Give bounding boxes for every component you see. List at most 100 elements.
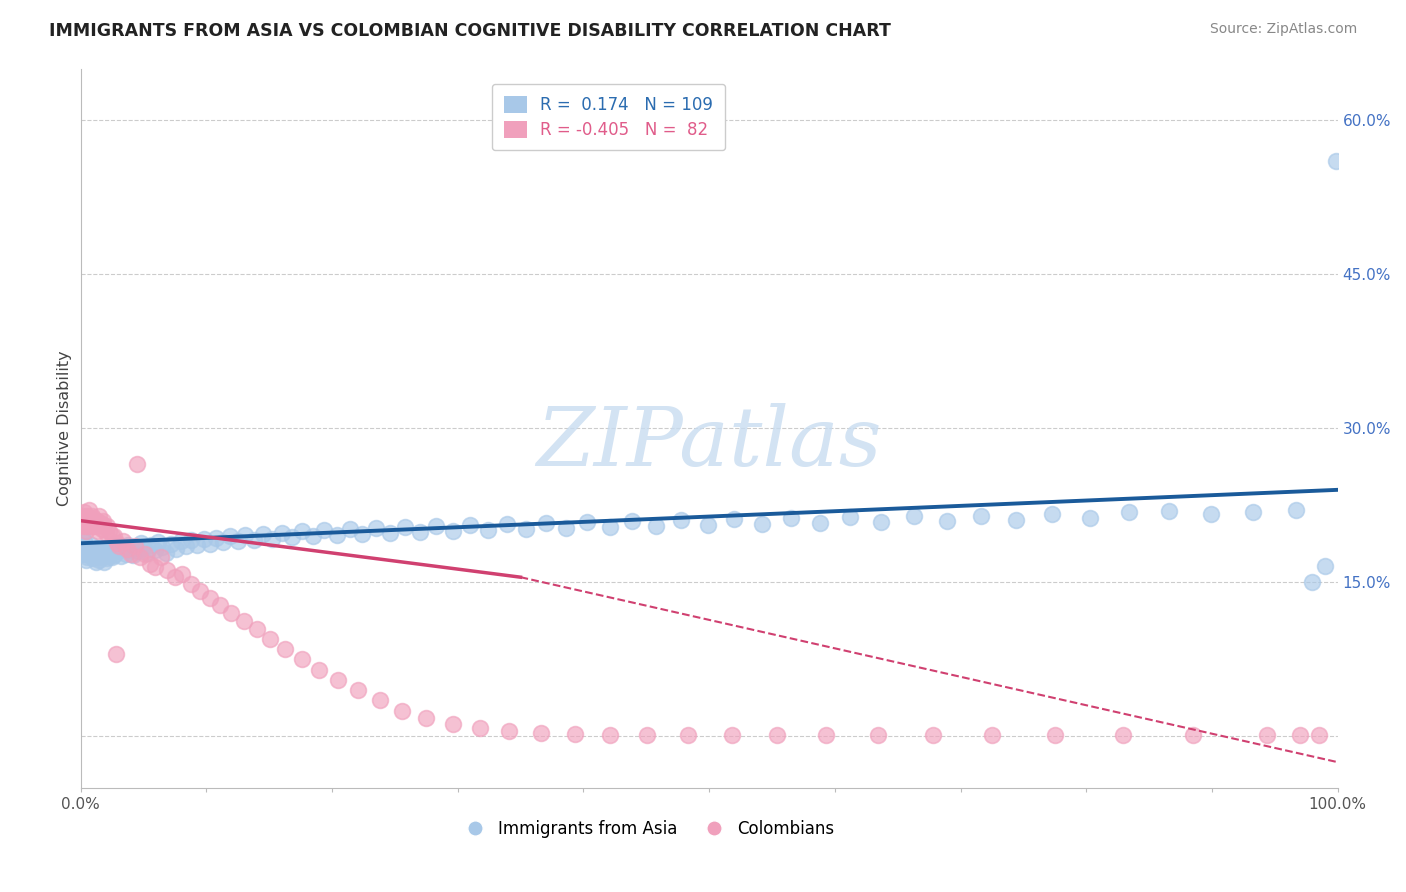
Point <box>150 541 173 555</box>
Point <box>530 726 553 740</box>
Point <box>163 570 186 584</box>
Point <box>723 511 745 525</box>
Point <box>1308 728 1330 742</box>
Point <box>935 514 957 528</box>
Point <box>1159 504 1181 518</box>
Point <box>70 514 93 528</box>
Point <box>75 518 97 533</box>
Point <box>82 550 104 565</box>
Point <box>87 549 110 563</box>
Point <box>127 544 149 558</box>
Point <box>415 711 437 725</box>
Point <box>103 541 125 556</box>
Point <box>98 549 121 563</box>
Point <box>89 508 111 523</box>
Point <box>79 510 101 524</box>
Point <box>696 517 718 532</box>
Point <box>921 728 943 742</box>
Point <box>779 510 801 524</box>
Point <box>148 535 170 549</box>
Point <box>91 514 114 528</box>
Point <box>155 545 177 559</box>
Point <box>1118 505 1140 519</box>
Point <box>1182 728 1205 742</box>
Point <box>115 542 138 557</box>
Point <box>328 673 350 687</box>
Point <box>326 528 349 542</box>
Point <box>101 549 124 564</box>
Point <box>1301 575 1323 590</box>
Point <box>122 548 145 562</box>
Point <box>209 598 232 612</box>
Point <box>498 724 520 739</box>
Point <box>441 524 464 538</box>
Point <box>554 521 576 535</box>
Point <box>676 728 699 742</box>
Point <box>129 536 152 550</box>
Point <box>80 508 103 523</box>
Point <box>441 717 464 731</box>
Point <box>90 522 112 536</box>
Point <box>866 728 889 742</box>
Point <box>458 517 481 532</box>
Point <box>969 508 991 523</box>
Point <box>291 652 314 666</box>
Point <box>80 545 103 559</box>
Text: Source: ZipAtlas.com: Source: ZipAtlas.com <box>1209 22 1357 37</box>
Point <box>79 516 101 530</box>
Point <box>259 632 281 646</box>
Point <box>233 528 256 542</box>
Text: IMMIGRANTS FROM ASIA VS COLOMBIAN COGNITIVE DISABILITY CORRELATION CHART: IMMIGRANTS FROM ASIA VS COLOMBIAN COGNIT… <box>49 22 891 40</box>
Point <box>91 541 114 556</box>
Point <box>103 548 125 562</box>
Point <box>76 514 98 528</box>
Point <box>232 615 254 629</box>
Point <box>105 536 128 550</box>
Point <box>83 543 105 558</box>
Point <box>172 567 194 582</box>
Point <box>76 549 98 564</box>
Point <box>308 663 330 677</box>
Point <box>160 537 183 551</box>
Point <box>280 530 302 544</box>
Point <box>180 577 202 591</box>
Point <box>576 515 599 529</box>
Point <box>96 550 118 565</box>
Point <box>96 518 118 533</box>
Point <box>645 518 668 533</box>
Point <box>79 548 101 562</box>
Point <box>814 728 837 742</box>
Point <box>120 543 142 558</box>
Point <box>112 534 135 549</box>
Point <box>903 508 925 523</box>
Point <box>120 547 142 561</box>
Point <box>70 518 93 533</box>
Point <box>470 721 492 735</box>
Point <box>156 563 179 577</box>
Point <box>70 529 93 543</box>
Point <box>79 503 101 517</box>
Point <box>205 531 228 545</box>
Point <box>1313 558 1336 573</box>
Legend: Immigrants from Asia, Colombians: Immigrants from Asia, Colombians <box>451 813 841 844</box>
Point <box>252 527 274 541</box>
Point <box>1285 503 1308 517</box>
Point <box>72 508 94 523</box>
Point <box>138 557 160 571</box>
Point <box>75 552 97 566</box>
Point <box>110 549 132 563</box>
Point <box>1289 728 1312 742</box>
Point <box>107 544 129 558</box>
Point <box>870 515 893 529</box>
Point <box>1004 513 1026 527</box>
Point <box>766 728 789 742</box>
Point <box>72 540 94 554</box>
Point <box>73 505 96 519</box>
Point <box>364 521 387 535</box>
Point <box>274 642 297 657</box>
Point <box>425 518 447 533</box>
Point <box>139 538 162 552</box>
Point <box>198 537 221 551</box>
Point <box>83 511 105 525</box>
Point <box>534 516 557 530</box>
